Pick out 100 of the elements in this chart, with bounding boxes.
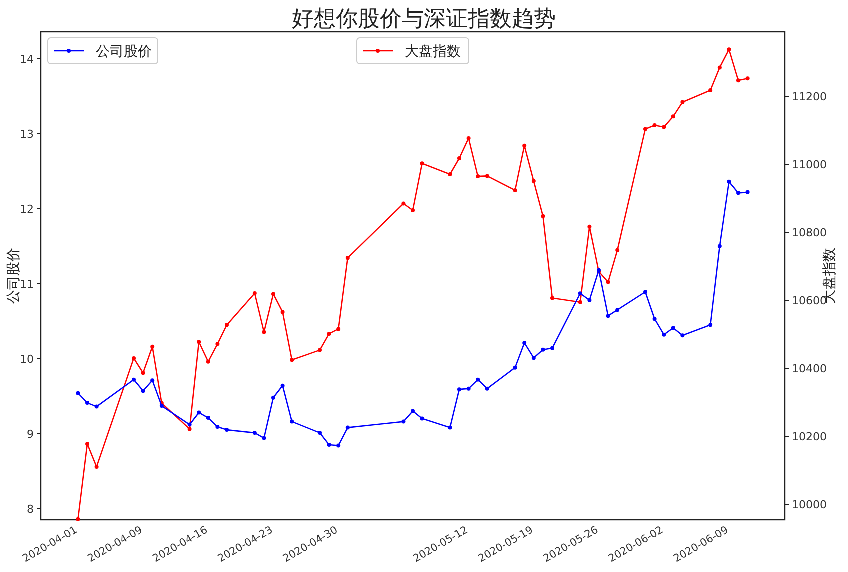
- point: [280, 384, 285, 388]
- point: [86, 401, 90, 406]
- point: [272, 292, 276, 296]
- point: [578, 300, 582, 304]
- point: [402, 202, 406, 206]
- y2-tick-label: 10400: [792, 362, 827, 376]
- point: [736, 78, 740, 83]
- point: [336, 444, 341, 448]
- point: [290, 358, 294, 362]
- y2-tick-label: 10000: [792, 498, 827, 512]
- point: [458, 388, 462, 392]
- point: [448, 426, 452, 430]
- point: [458, 156, 462, 161]
- chart-title: 好想你股价与深证指数趋势: [292, 7, 556, 32]
- point: [262, 436, 266, 440]
- y-tick-label: 11: [20, 278, 34, 291]
- y-tick-label: 10: [20, 352, 34, 366]
- point: [718, 244, 722, 248]
- point: [188, 427, 192, 432]
- point: [197, 340, 202, 344]
- point: [652, 317, 657, 322]
- point: [94, 464, 99, 469]
- point: [644, 127, 648, 132]
- point: [252, 292, 257, 296]
- point: [606, 280, 610, 284]
- point: [541, 348, 546, 352]
- point: [402, 420, 406, 424]
- point: [485, 174, 490, 178]
- y2-tick-label: 10800: [792, 226, 827, 240]
- point: [727, 48, 732, 52]
- point: [746, 76, 750, 81]
- point: [513, 366, 518, 370]
- point: [644, 290, 648, 294]
- point: [550, 346, 554, 350]
- point: [476, 174, 480, 179]
- y-axis-title: 公司股价: [6, 248, 22, 304]
- point: [522, 144, 527, 148]
- point: [466, 386, 471, 391]
- point: [476, 378, 480, 382]
- point: [160, 404, 164, 408]
- point: [420, 416, 424, 421]
- point: [150, 344, 155, 349]
- point: [150, 378, 155, 383]
- point: [541, 214, 546, 218]
- legend-label: 公司股价: [96, 44, 152, 60]
- y-tick-label: 13: [20, 128, 34, 141]
- point: [141, 371, 146, 376]
- y-tick-label: 8: [27, 502, 34, 516]
- point: [746, 190, 750, 194]
- point: [448, 172, 452, 176]
- point: [197, 410, 202, 415]
- point: [578, 292, 582, 296]
- point: [216, 342, 220, 346]
- point: [662, 332, 666, 337]
- point: [588, 298, 592, 302]
- point: [290, 420, 294, 424]
- point: [718, 66, 722, 70]
- point: [532, 179, 536, 184]
- point: [346, 426, 350, 430]
- point: [588, 224, 592, 229]
- point: [662, 125, 666, 130]
- point: [680, 100, 685, 104]
- point: [225, 428, 229, 432]
- point: [532, 356, 536, 360]
- point: [606, 314, 610, 318]
- point: [550, 296, 554, 300]
- point: [76, 517, 80, 522]
- point: [76, 391, 80, 396]
- point: [280, 310, 285, 314]
- point: [411, 409, 415, 414]
- point: [513, 188, 518, 192]
- y-tick-label: 14: [20, 52, 34, 66]
- point: [652, 124, 657, 128]
- point: [206, 360, 210, 364]
- point: [522, 341, 527, 346]
- point: [262, 330, 266, 334]
- point: [411, 208, 415, 213]
- legend-label: 大盘指数: [405, 44, 461, 60]
- point: [680, 334, 685, 338]
- point: [671, 326, 676, 330]
- point: [318, 348, 322, 352]
- point: [616, 308, 620, 312]
- point: [252, 431, 257, 436]
- y-tick-label: 12: [20, 202, 34, 216]
- y2-tick-label: 10200: [792, 430, 827, 444]
- point: [318, 431, 322, 436]
- point: [327, 443, 332, 448]
- point: [736, 191, 740, 196]
- point: [206, 416, 210, 420]
- y-tick-label: 9: [27, 428, 34, 441]
- point: [727, 180, 732, 184]
- point: [94, 404, 99, 409]
- point: [671, 114, 676, 119]
- point: [708, 323, 713, 328]
- point: [272, 396, 276, 400]
- point: [141, 389, 146, 394]
- point: [188, 422, 192, 427]
- y2-tick-label: 11000: [792, 158, 827, 172]
- y2-tick-label: 11200: [792, 90, 827, 104]
- point: [327, 332, 332, 336]
